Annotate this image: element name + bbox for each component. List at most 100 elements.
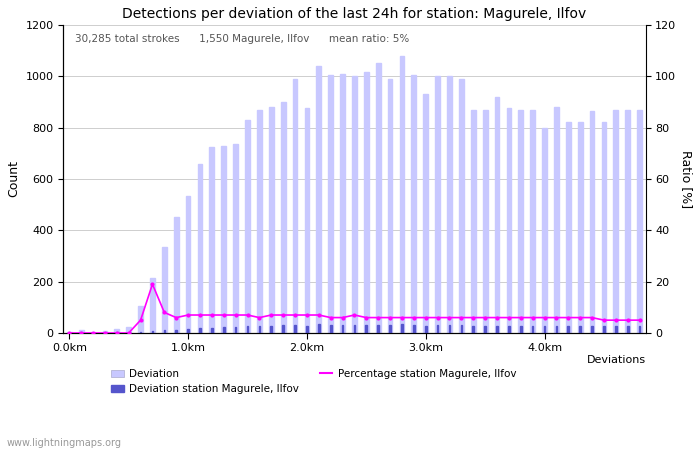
Bar xyxy=(150,278,155,333)
Legend: Deviation, Deviation station Magurele, Ilfov, Percentage station Magurele, Ilfov: Deviation, Deviation station Magurele, I… xyxy=(111,369,516,394)
Percentage station Magurele, Ilfov xyxy=(457,315,466,320)
Percentage station Magurele, Ilfov xyxy=(612,317,620,323)
Percentage station Magurele, Ilfov xyxy=(398,315,406,320)
Bar xyxy=(473,326,474,333)
Bar xyxy=(496,326,498,333)
Bar xyxy=(114,329,119,333)
Percentage station Magurele, Ilfov xyxy=(77,330,85,336)
Percentage station Magurele, Ilfov xyxy=(493,315,501,320)
Bar xyxy=(234,327,237,333)
Bar xyxy=(316,66,321,333)
Bar xyxy=(625,110,630,333)
Percentage station Magurele, Ilfov xyxy=(433,315,442,320)
Title: Detections per deviation of the last 24h for station: Magurele, Ilfov: Detections per deviation of the last 24h… xyxy=(122,7,587,21)
Percentage station Magurele, Ilfov xyxy=(469,315,477,320)
Bar xyxy=(413,325,414,333)
Bar xyxy=(578,122,582,333)
Bar xyxy=(400,56,405,333)
Percentage station Magurele, Ilfov xyxy=(386,315,394,320)
Bar xyxy=(293,79,297,333)
Bar xyxy=(246,326,248,333)
Bar xyxy=(471,110,475,333)
Percentage station Magurele, Ilfov xyxy=(101,330,109,336)
Percentage station Magurele, Ilfov xyxy=(374,315,382,320)
Bar xyxy=(352,76,357,333)
Bar xyxy=(601,122,606,333)
Percentage station Magurele, Ilfov xyxy=(600,317,608,323)
Bar xyxy=(566,122,570,333)
Percentage station Magurele, Ilfov xyxy=(624,317,632,323)
Percentage station Magurele, Ilfov xyxy=(290,312,299,318)
Bar xyxy=(126,327,131,333)
Bar xyxy=(269,107,274,333)
Percentage station Magurele, Ilfov xyxy=(244,312,252,318)
Bar xyxy=(304,108,309,333)
Bar xyxy=(637,110,642,333)
Bar xyxy=(461,325,462,333)
Bar xyxy=(615,326,617,333)
Percentage station Magurele, Ilfov xyxy=(232,312,240,318)
Line: Percentage station Magurele, Ilfov: Percentage station Magurele, Ilfov xyxy=(68,283,641,334)
Percentage station Magurele, Ilfov xyxy=(256,315,264,320)
Percentage station Magurele, Ilfov xyxy=(208,312,216,318)
Bar xyxy=(282,325,284,333)
Bar xyxy=(174,217,178,333)
Bar xyxy=(519,110,523,333)
Bar xyxy=(140,332,141,333)
Bar xyxy=(128,332,130,333)
Bar xyxy=(627,326,629,333)
Percentage station Magurele, Ilfov xyxy=(113,330,121,336)
Bar xyxy=(447,76,452,333)
Bar xyxy=(365,325,368,333)
Bar xyxy=(568,326,569,333)
Bar xyxy=(354,325,356,333)
Bar xyxy=(388,79,393,333)
Bar xyxy=(342,325,344,333)
Bar xyxy=(377,325,379,333)
Bar xyxy=(412,75,416,333)
Percentage station Magurele, Ilfov xyxy=(540,315,549,320)
Percentage station Magurele, Ilfov xyxy=(636,317,644,323)
Text: Deviations: Deviations xyxy=(587,355,645,365)
Bar xyxy=(401,324,402,333)
Percentage station Magurele, Ilfov xyxy=(410,315,418,320)
Bar xyxy=(176,330,177,333)
Bar xyxy=(221,145,226,333)
Bar xyxy=(376,63,381,333)
Text: 30,285 total strokes      1,550 Magurele, Ilfov      mean ratio: 5%: 30,285 total strokes 1,550 Magurele, Ilf… xyxy=(75,34,409,44)
Bar xyxy=(67,332,71,333)
Percentage station Magurele, Ilfov xyxy=(528,315,537,320)
Bar xyxy=(164,330,165,333)
Percentage station Magurele, Ilfov xyxy=(338,315,346,320)
Percentage station Magurele, Ilfov xyxy=(588,315,596,320)
Bar xyxy=(459,79,464,333)
Bar xyxy=(258,326,260,333)
Bar xyxy=(520,326,522,333)
Percentage station Magurele, Ilfov xyxy=(314,312,323,318)
Bar xyxy=(542,128,547,333)
Bar xyxy=(425,326,426,333)
Bar xyxy=(79,330,83,333)
Y-axis label: Ratio [%]: Ratio [%] xyxy=(680,150,693,208)
Bar xyxy=(328,75,333,333)
Bar xyxy=(294,325,296,333)
Bar xyxy=(508,326,510,333)
Bar xyxy=(592,326,593,333)
Bar xyxy=(495,97,499,333)
Percentage station Magurele, Ilfov xyxy=(136,317,145,323)
Bar xyxy=(318,324,320,333)
Bar xyxy=(613,110,618,333)
Bar xyxy=(233,144,238,333)
Y-axis label: Count: Count xyxy=(7,161,20,198)
Percentage station Magurele, Ilfov xyxy=(350,312,358,318)
Bar xyxy=(435,76,440,333)
Bar xyxy=(186,196,190,333)
Text: www.lightningmaps.org: www.lightningmaps.org xyxy=(7,438,122,448)
Percentage station Magurele, Ilfov xyxy=(160,310,169,315)
Percentage station Magurele, Ilfov xyxy=(445,315,454,320)
Percentage station Magurele, Ilfov xyxy=(65,330,74,336)
Bar xyxy=(603,326,605,333)
Percentage station Magurele, Ilfov xyxy=(148,282,157,287)
Bar xyxy=(437,325,438,333)
Bar xyxy=(257,110,262,333)
